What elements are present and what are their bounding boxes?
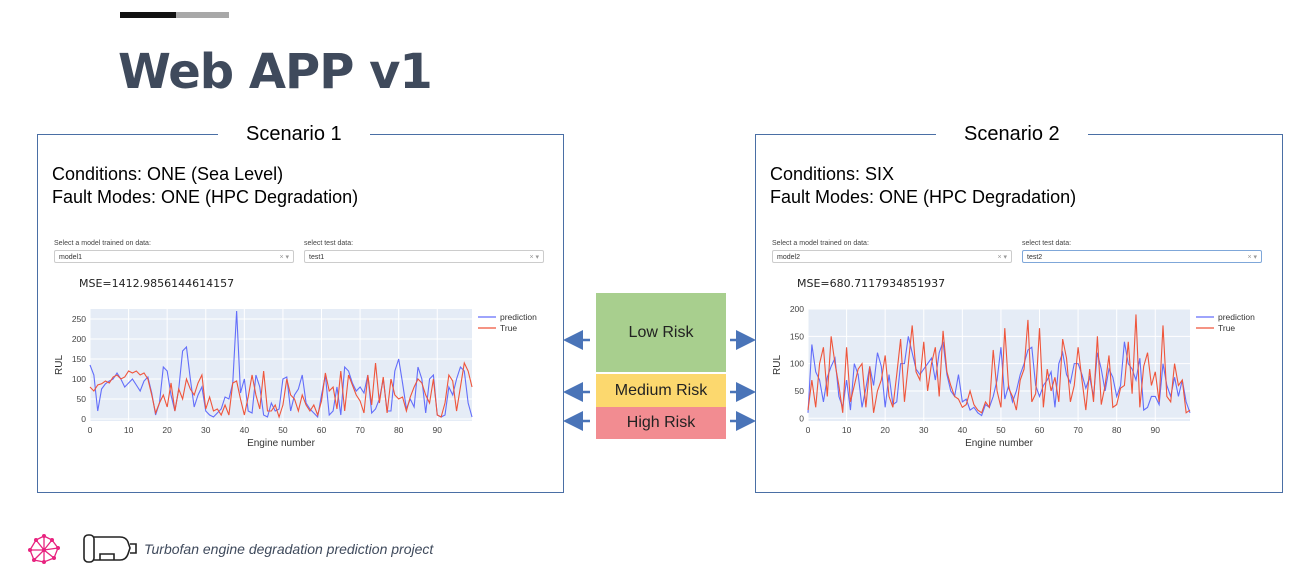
x-tick-label: 40 [240, 425, 250, 435]
y-tick-label: 100 [790, 359, 804, 369]
clear-chevron-icon[interactable]: × ▾ [529, 254, 539, 261]
x-tick-label: 30 [919, 425, 929, 435]
model-select[interactable]: model2 × ▾ [772, 250, 1012, 263]
scenario-2-fault-modes: Fault Modes: ONE (HPC Degradation) [770, 187, 1077, 207]
test-select[interactable]: test1 × ▾ [304, 250, 544, 263]
y-axis-label: RUL [54, 355, 65, 375]
accent-bar-light [176, 12, 229, 18]
scenario-1-title: Scenario 1 [218, 123, 370, 146]
clear-chevron-icon[interactable]: × ▾ [1247, 254, 1257, 261]
scenario-1-conditions: Conditions: ONE (Sea Level) [52, 164, 284, 184]
scenario-2-description: Conditions: SIX Fault Modes: ONE (HPC De… [770, 163, 1076, 209]
y-axis-label: RUL [772, 355, 783, 375]
legend-label: prediction [500, 312, 537, 322]
medium-risk-block: Medium Risk [596, 374, 726, 407]
series-line-true [89, 361, 473, 419]
scenario-1-fault-modes: Fault Modes: ONE (HPC Degradation) [52, 187, 359, 207]
legend-label: prediction [1218, 312, 1255, 322]
x-tick-label: 50 [996, 425, 1006, 435]
model-select[interactable]: model1 × ▾ [54, 250, 294, 263]
scenario-1-description: Conditions: ONE (Sea Level) Fault Modes:… [52, 163, 358, 209]
y-tick-label: 50 [795, 386, 805, 396]
test-select-label: select test data: [1022, 240, 1072, 247]
x-tick-label: 0 [806, 425, 811, 435]
x-tick-label: 50 [278, 425, 288, 435]
x-axis-label: Engine number [247, 438, 315, 449]
test-select-label: select test data: [304, 240, 354, 247]
x-tick-label: 10 [842, 425, 852, 435]
model-select-label: Select a model trained on data: [772, 240, 869, 247]
x-tick-label: 70 [355, 425, 365, 435]
accent-bar-dark [120, 12, 176, 18]
slide-title: Web APP v1 [118, 44, 433, 100]
x-tick-label: 90 [433, 425, 443, 435]
x-tick-label: 60 [1035, 425, 1045, 435]
series-line-prediction [807, 336, 1191, 417]
mse-readout: MSE=680.7117934851937 [797, 277, 946, 290]
x-tick-label: 70 [1073, 425, 1083, 435]
mse-readout: MSE=1412.9856144614157 [79, 277, 235, 290]
rul-chart-scenario-2: 0 50 100 150 200 0 10 20 30 40 50 60 70 80 90 Engine nu… [772, 305, 1255, 449]
y-tick-label: 50 [77, 394, 87, 404]
x-tick-label: 30 [201, 425, 211, 435]
y-tick-label: 0 [799, 413, 804, 423]
x-tick-label: 60 [317, 425, 327, 435]
x-tick-label: 40 [958, 425, 968, 435]
test-select[interactable]: test2 × ▾ [1022, 250, 1262, 263]
model-select-value: model2 [777, 254, 800, 261]
y-tick-label: 250 [72, 314, 86, 324]
brain-network-icon [28, 534, 60, 564]
x-tick-label: 20 [880, 425, 890, 435]
series-line-true [807, 314, 1191, 414]
y-tick-label: 200 [790, 305, 804, 314]
test-select-value: test2 [1027, 254, 1043, 261]
scenario-2-panel: Scenario 2 Conditions: SIX Fault Modes: … [755, 123, 1283, 493]
y-tick-label: 200 [72, 334, 86, 344]
y-tick-label: 100 [72, 374, 86, 384]
x-axis-label: Engine number [965, 438, 1033, 449]
y-tick-label: 150 [72, 354, 86, 364]
clear-chevron-icon[interactable]: × ▾ [279, 254, 289, 261]
x-tick-label: 80 [1112, 425, 1122, 435]
high-risk-block: High Risk [596, 407, 726, 439]
scenario-2-title: Scenario 2 [936, 123, 1088, 146]
turbofan-engine-icon [83, 534, 137, 563]
low-risk-block: Low Risk [596, 293, 726, 372]
y-tick-label: 150 [790, 331, 804, 341]
model-select-label: Select a model trained on data: [54, 240, 151, 247]
footer-caption: Turbofan engine degradation prediction p… [144, 541, 434, 557]
model-select-value: model1 [59, 254, 82, 261]
legend-label: True [1218, 323, 1235, 333]
clear-chevron-icon[interactable]: × ▾ [997, 254, 1007, 261]
x-tick-label: 0 [88, 425, 93, 435]
x-tick-label: 90 [1151, 425, 1161, 435]
x-tick-label: 20 [162, 425, 172, 435]
x-tick-label: 10 [124, 425, 134, 435]
test-select-value: test1 [309, 254, 325, 261]
rul-chart-scenario-1: 0 50 100 150 200 250 0 10 20 30 40 50 60 70 80 90 Engine… [54, 309, 537, 449]
scenario-2-conditions: Conditions: SIX [770, 164, 895, 184]
x-tick-label: 80 [394, 425, 404, 435]
legend-label: True [500, 323, 517, 333]
y-tick-label: 0 [81, 414, 86, 424]
scenario-1-panel: Scenario 1 Conditions: ONE (Sea Level) F… [37, 123, 564, 493]
